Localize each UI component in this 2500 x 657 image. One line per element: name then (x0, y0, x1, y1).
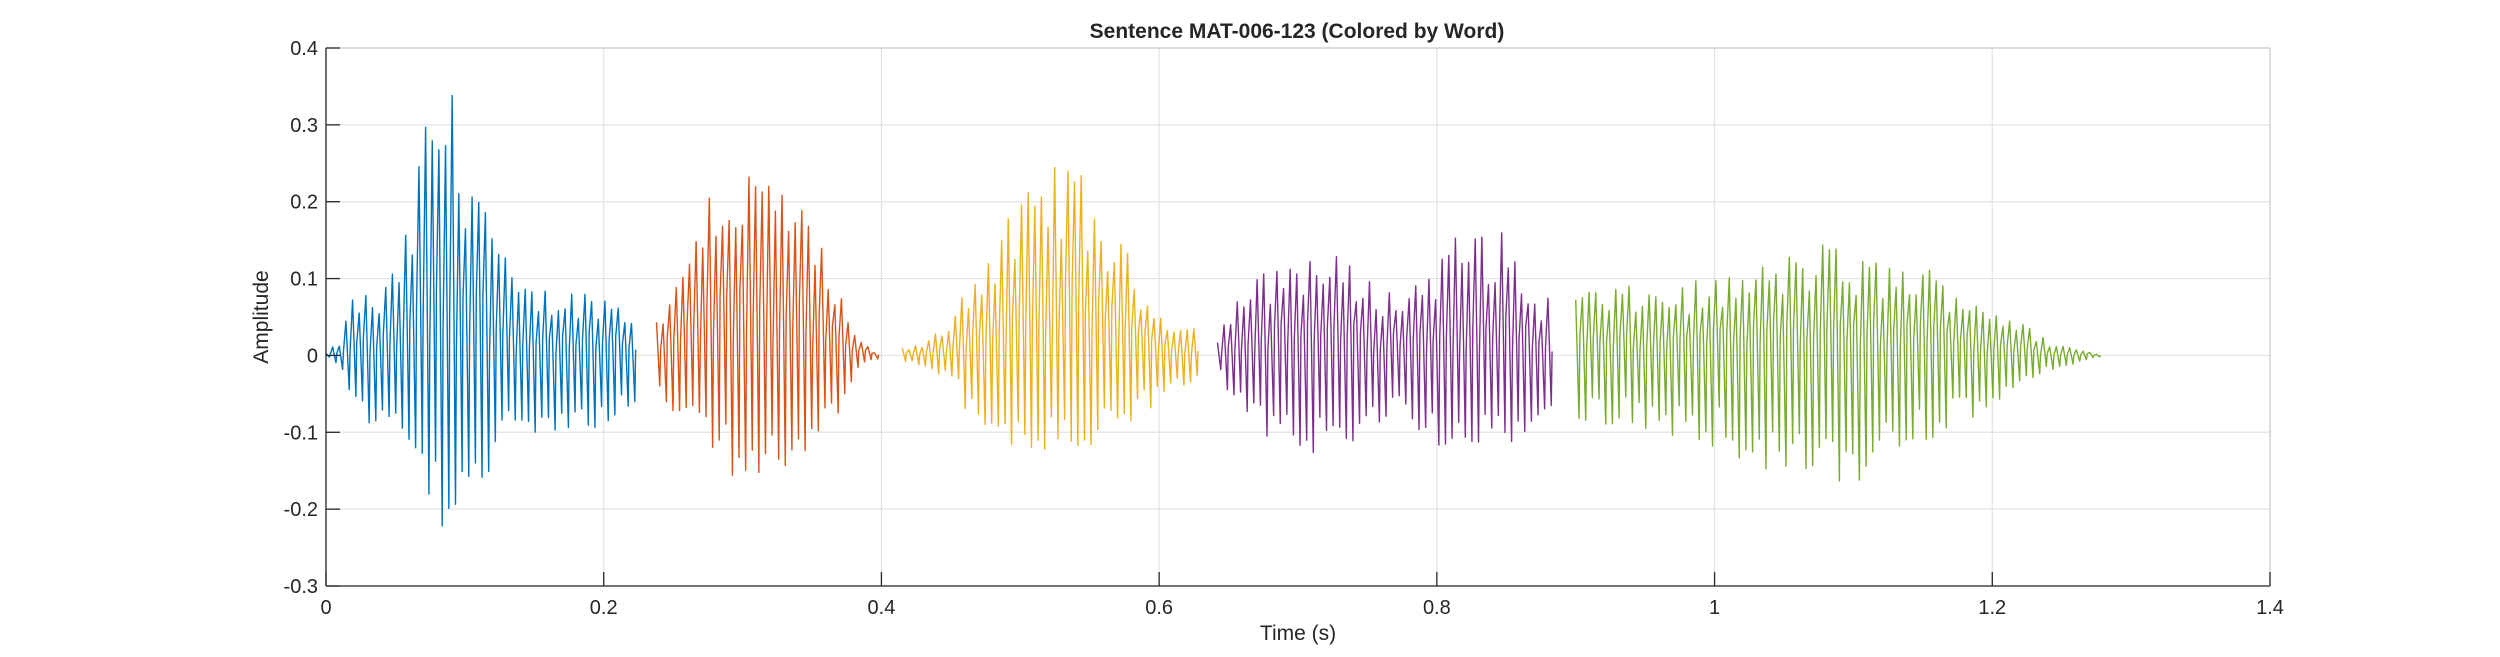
waveform-series-1 (325, 94, 637, 527)
x-tick-label: 1.2 (1978, 597, 2006, 619)
y-tick-label: 0 (307, 345, 318, 367)
y-tick-label: 0.2 (290, 192, 318, 214)
x-axis-label: Time (s) (1260, 622, 1336, 645)
y-tick-label: -0.3 (284, 576, 318, 598)
x-tick-label: 0.8 (1423, 597, 1451, 619)
y-tick-label: -0.1 (284, 422, 318, 444)
y-tick-label: 0.3 (290, 115, 318, 137)
y-tick-label: -0.2 (284, 499, 318, 521)
x-tick-label: 1 (1709, 597, 1720, 619)
waveform-series-2 (655, 176, 880, 476)
axes-frame (325, 47, 2271, 587)
waveform-series-5 (1575, 244, 2102, 482)
x-tick-label: 0 (320, 597, 331, 619)
y-tick-label: 0.4 (290, 38, 318, 60)
chart-title: Sentence MAT-006-123 (Colored by Word) (1090, 20, 1505, 43)
x-tick-label: 0.4 (868, 597, 896, 619)
x-tick-label: 0.6 (1145, 597, 1173, 619)
waveform-series-3 (901, 166, 1199, 451)
y-tick-label: 0.1 (290, 269, 318, 291)
waveform-series-group (325, 94, 2102, 527)
x-tick-label: 1.4 (2256, 597, 2284, 619)
y-axis-label: Amplitude (250, 270, 273, 363)
tick-labels: 0 0.2 0.4 0.6 0.8 1 1.2 1.4 -0.3 -0.2 -0.1 0 0.1 0.2 0… (284, 38, 2284, 619)
x-tick-label: 0.2 (590, 597, 618, 619)
waveform-series-4 (1216, 232, 1553, 454)
